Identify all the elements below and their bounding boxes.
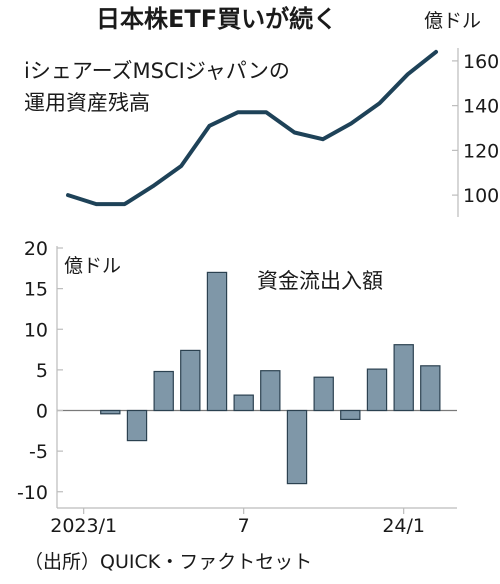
line-y-tick-label: 100 (463, 185, 499, 207)
bar-y-tick-label: 10 (24, 319, 48, 341)
line-chart-y-ticks: 100 120 140 160 (452, 51, 499, 207)
bar-y-tick-label: -5 (29, 441, 48, 463)
bar-2023/9 (286, 409, 308, 485)
line-y-tick-label: 120 (463, 140, 499, 162)
line-chart-unit-label: 億ドル (424, 10, 481, 32)
bar-y-tick-label: 5 (36, 360, 48, 382)
bar-chart-title: 資金流出入額 (257, 269, 383, 293)
bar-y-tick-label: 15 (24, 279, 48, 301)
x-tick-label: 2023/1 (50, 515, 117, 537)
x-tick-label: 24/1 (382, 515, 425, 537)
bar-y-tick-label: 20 (24, 238, 48, 260)
bar-2023/10 (313, 376, 334, 412)
bar-y-tick-label: 0 (36, 401, 48, 423)
bar-series-flows (100, 271, 441, 485)
bar-chart-y-ticks: 20 15 10 5 0 -5 -10 (17, 238, 457, 504)
line-chart-panel: iシェアーズMSCIジャパンの 運用資産残高 億ドル 100 120 140 160 (24, 10, 499, 217)
chart-title: 日本株ETF買いが続く (96, 5, 337, 33)
bar-2024/1 (393, 344, 414, 412)
bar-2023/12 (366, 368, 388, 412)
line-chart-title-2: 運用資産残高 (24, 91, 150, 115)
source-note: （出所）QUICK・ファクトセット (24, 551, 312, 573)
line-y-tick-label: 140 (463, 96, 499, 118)
bar-2023/6 (206, 271, 228, 412)
bar-2023/2 (100, 409, 121, 415)
bar-chart-unit-label: 億ドル (64, 255, 121, 277)
bar-2024/2 (420, 365, 441, 412)
line-y-tick-label: 160 (463, 51, 499, 73)
bar-2023/11 (340, 409, 361, 420)
bar-2023/5 (180, 349, 201, 412)
bar-2023/8 (260, 370, 281, 412)
line-series-total-assets (66, 49, 438, 207)
bar-2023/3 (126, 409, 148, 442)
bar-2023/4 (153, 370, 174, 412)
bar-chart-panel: 億ドル 資金流出入額 20 15 10 5 0 -5 -10 2023/1 7 24/1 (17, 238, 457, 537)
bar-y-tick-label: -10 (17, 482, 48, 504)
bar-chart-x-ticks: 2023/1 7 24/1 (50, 508, 425, 537)
line-chart-title-1: iシェアーズMSCIジャパンの (24, 59, 290, 83)
x-tick-label: 7 (238, 515, 250, 537)
bar-2023/7 (233, 394, 254, 412)
